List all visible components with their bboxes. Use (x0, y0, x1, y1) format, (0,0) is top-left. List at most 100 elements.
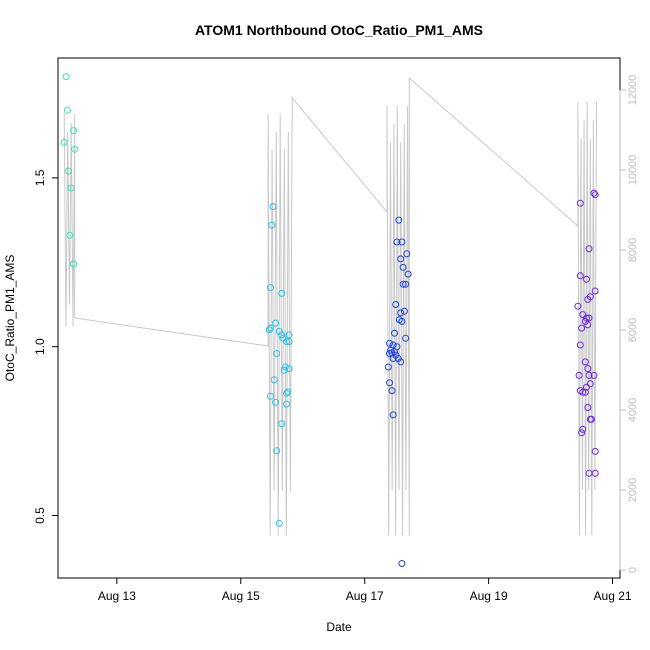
data-point (397, 309, 405, 317)
data-point (591, 469, 599, 477)
data-point (402, 334, 410, 342)
data-point (62, 73, 70, 81)
data-point (267, 284, 274, 292)
data-point (265, 326, 273, 334)
plot-frame (57, 57, 621, 579)
data-point (574, 302, 582, 310)
data-point (273, 350, 281, 357)
data-point (267, 392, 274, 400)
y2-tick-label: 4000 (627, 398, 639, 422)
data-point (395, 216, 403, 224)
data-point (268, 221, 276, 229)
data-point (393, 238, 401, 246)
overlay-series-line (63, 76, 597, 536)
data-point (398, 238, 406, 246)
data-point (278, 420, 286, 428)
data-point (579, 425, 587, 433)
y2-tick-label: 10000 (627, 155, 639, 186)
points-layer (60, 73, 599, 567)
y-tick-label: 1.5 (33, 169, 47, 186)
data-point (576, 272, 584, 280)
x-tick-label: Aug 21 (594, 589, 632, 603)
data-point (397, 358, 405, 366)
data-point (404, 270, 412, 278)
x-tick-label: Aug 15 (222, 589, 260, 603)
data-point (402, 280, 410, 288)
data-point (590, 371, 598, 379)
data-point (584, 321, 592, 329)
data-point (388, 387, 396, 395)
data-point (272, 319, 279, 327)
y2-tick-label: 12000 (627, 75, 639, 106)
y-tick-label: 0.5 (33, 507, 47, 524)
data-point (578, 429, 586, 437)
data-point (66, 231, 74, 239)
data-point (591, 447, 599, 455)
data-point (273, 447, 281, 455)
data-point (575, 371, 583, 379)
data-point (278, 331, 286, 339)
data-point (283, 338, 291, 346)
data-point (283, 389, 291, 397)
x-tick-label: Aug 13 (98, 589, 136, 603)
data-point (65, 167, 72, 175)
data-point (400, 307, 408, 315)
data-point (392, 301, 400, 308)
y2-tick-label: 6000 (627, 318, 639, 342)
data-point (584, 404, 592, 411)
data-point (278, 289, 286, 297)
data-point (576, 199, 584, 207)
data-point (399, 263, 407, 271)
data-point (584, 365, 592, 373)
data-point (63, 106, 71, 114)
data-point (398, 560, 406, 567)
data-point (267, 324, 274, 332)
data-point (397, 255, 405, 263)
x-tick-label: Aug 19 (470, 589, 508, 603)
data-point (283, 400, 291, 408)
data-point (269, 203, 277, 211)
y-axis: 0.5 1.0 1.5 (33, 169, 58, 524)
data-point (70, 127, 77, 135)
data-point (284, 388, 292, 396)
data-point (576, 387, 584, 395)
overlay-line-layer (63, 76, 597, 536)
data-point (60, 138, 68, 146)
data-point (285, 365, 293, 373)
data-point (590, 189, 598, 197)
data-point (581, 358, 589, 366)
data-point (585, 245, 593, 253)
data-point (70, 260, 77, 268)
data-point (389, 411, 397, 419)
data-point (576, 341, 584, 349)
data-point (391, 329, 398, 337)
x-tick-label: Aug 17 (346, 589, 384, 603)
data-point (398, 317, 406, 325)
data-point (272, 398, 279, 406)
data-point (591, 191, 599, 199)
data-point (71, 145, 79, 153)
data-point (581, 388, 589, 396)
data-point (583, 383, 590, 391)
data-point (578, 324, 586, 332)
y2-tick-label: 2000 (627, 478, 639, 502)
chart-title: ATOM1 Northbound OtoC_Ratio_PM1_AMS (195, 22, 483, 38)
y2-tick-label: 8000 (627, 238, 639, 262)
data-point (275, 519, 283, 527)
data-point (583, 314, 590, 322)
x-axis-label: Date (326, 620, 352, 634)
y-tick-label: 1.0 (33, 338, 47, 355)
data-point (384, 363, 392, 371)
data-point (403, 250, 411, 258)
data-point (588, 415, 595, 423)
data-point (67, 184, 75, 192)
data-point (270, 376, 278, 384)
data-point (386, 379, 393, 387)
data-point (585, 371, 593, 379)
y2-axis: 0 2000 4000 6000 8000 10000 12000 (619, 75, 639, 573)
x-axis: Aug 13 Aug 15 Aug 17 Aug 19 Aug 21 (98, 578, 632, 603)
data-point (591, 287, 599, 295)
y2-tick-label: 0 (627, 567, 639, 573)
data-point (399, 280, 407, 288)
